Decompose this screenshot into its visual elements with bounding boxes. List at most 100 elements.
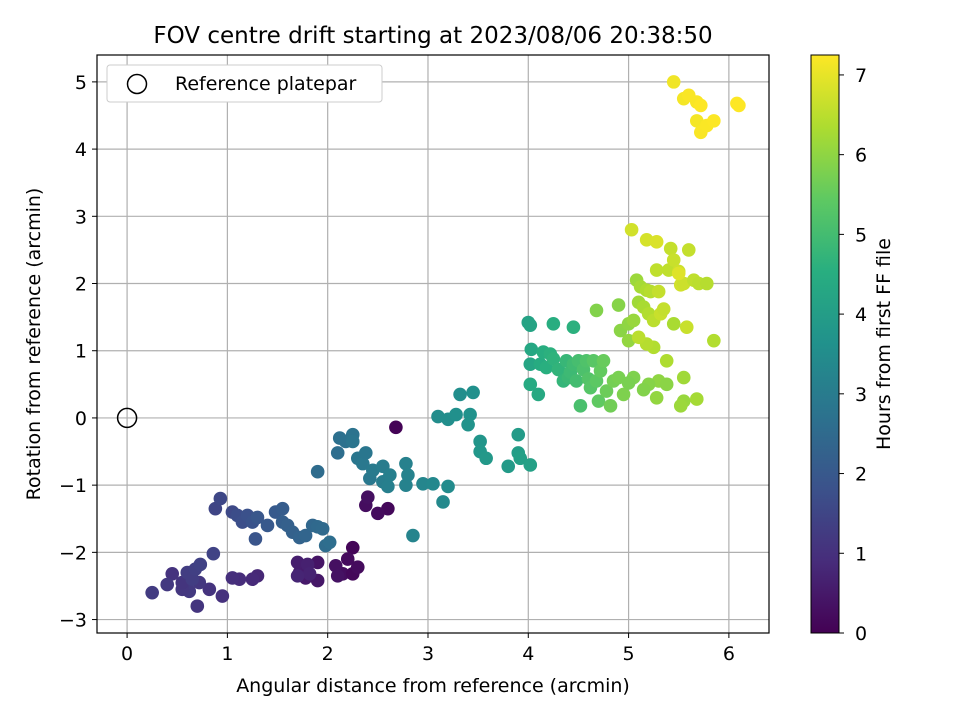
- x-axis-ticks: 0 1 2 3 4 5 6: [121, 633, 735, 665]
- data-point: [636, 382, 651, 397]
- data-point: [569, 374, 584, 388]
- data-point: [250, 510, 265, 525]
- data-point: [566, 320, 581, 334]
- y-tick-label: 2: [75, 274, 87, 296]
- colorbar-tick-label: 5: [855, 224, 867, 246]
- data-point: [586, 354, 601, 368]
- data-point: [330, 446, 345, 460]
- x-tick-label: 0: [121, 643, 133, 665]
- legend-box: [106, 64, 383, 103]
- data-point: [523, 357, 538, 371]
- colorbar-tick-label: 7: [855, 65, 867, 87]
- data-point: [513, 451, 528, 466]
- data-point: [693, 98, 708, 113]
- data-point: [145, 585, 159, 600]
- y-tick-label: −1: [59, 475, 87, 497]
- reference-platepar-marker: [116, 407, 138, 429]
- data-point: [345, 540, 360, 555]
- data-point: [546, 317, 561, 331]
- data-point: [531, 387, 546, 402]
- data-point: [208, 501, 223, 516]
- data-point: [345, 434, 360, 449]
- data-point: [165, 567, 180, 581]
- data-point: [663, 241, 678, 256]
- data-point: [707, 333, 721, 348]
- data-point: [215, 589, 230, 603]
- data-point: [523, 458, 538, 472]
- y-axis-label: Rotation from reference (arcmin): [23, 188, 45, 501]
- data-point: [416, 476, 430, 491]
- colorbar: [810, 54, 840, 634]
- data-point: [524, 342, 539, 357]
- data-point: [206, 546, 221, 561]
- data-point: [573, 399, 588, 413]
- data-point: [302, 567, 317, 581]
- data-point: [340, 552, 355, 566]
- data-point: [361, 490, 375, 505]
- data-point: [315, 522, 330, 536]
- data-point: [355, 456, 370, 471]
- data-point: [449, 407, 463, 422]
- data-point: [679, 320, 694, 334]
- data-point: [666, 317, 681, 331]
- data-point: [359, 446, 373, 460]
- legend: Reference platepar: [106, 64, 383, 103]
- data-point: [310, 464, 325, 479]
- data-point: [501, 459, 516, 474]
- y-tick-label: −2: [59, 542, 87, 564]
- data-point: [596, 354, 611, 368]
- data-point: [649, 235, 664, 249]
- data-point: [676, 370, 691, 385]
- data-point: [426, 476, 440, 491]
- data-point: [616, 387, 631, 402]
- x-tick-label: 3: [422, 643, 434, 665]
- data-point: [245, 572, 260, 587]
- data-point: [381, 479, 395, 494]
- data-point: [350, 560, 365, 574]
- data-point: [371, 506, 385, 521]
- colorbar-tick-label: 1: [855, 543, 867, 565]
- data-point: [479, 451, 493, 466]
- legend-label: Reference platepar: [175, 73, 357, 95]
- data-point: [322, 535, 337, 550]
- y-tick-label: 1: [75, 341, 87, 363]
- data-point: [651, 284, 666, 299]
- data-point: [383, 468, 397, 482]
- x-tick-label: 6: [723, 643, 735, 665]
- data-point: [551, 362, 566, 377]
- data-point: [213, 491, 228, 506]
- data-point: [659, 354, 674, 368]
- data-point: [463, 407, 477, 422]
- reference-legend-marker: [126, 73, 148, 95]
- data-point: [330, 569, 345, 583]
- colorbar-tick-label: 2: [855, 464, 867, 486]
- data-point: [328, 558, 343, 573]
- colorbar-tick-label: 6: [855, 145, 867, 167]
- data-point: [160, 577, 175, 592]
- data-point: [649, 263, 664, 277]
- data-point: [248, 532, 263, 546]
- data-point: [399, 456, 413, 471]
- plot-frame: [96, 54, 770, 634]
- data-point: [671, 266, 686, 281]
- data-point: [624, 222, 639, 237]
- data-point: [298, 528, 313, 543]
- chart-title: FOV centre drift starting at 2023/08/06 …: [153, 23, 712, 49]
- data-point: [631, 330, 646, 345]
- data-point: [732, 98, 746, 113]
- data-point: [673, 399, 688, 413]
- data-point: [656, 302, 671, 316]
- data-point: [260, 518, 275, 533]
- data-point: [399, 478, 413, 492]
- data-point: [591, 394, 606, 408]
- data-point: [649, 390, 664, 405]
- data-point: [659, 377, 674, 392]
- data-point: [190, 599, 205, 613]
- data-point: [603, 399, 618, 413]
- data-point: [611, 298, 626, 312]
- data-point: [436, 495, 450, 509]
- y-tick-label: −3: [59, 610, 87, 632]
- reference-marker-layer: [116, 407, 138, 429]
- x-tick-label: 5: [623, 643, 635, 665]
